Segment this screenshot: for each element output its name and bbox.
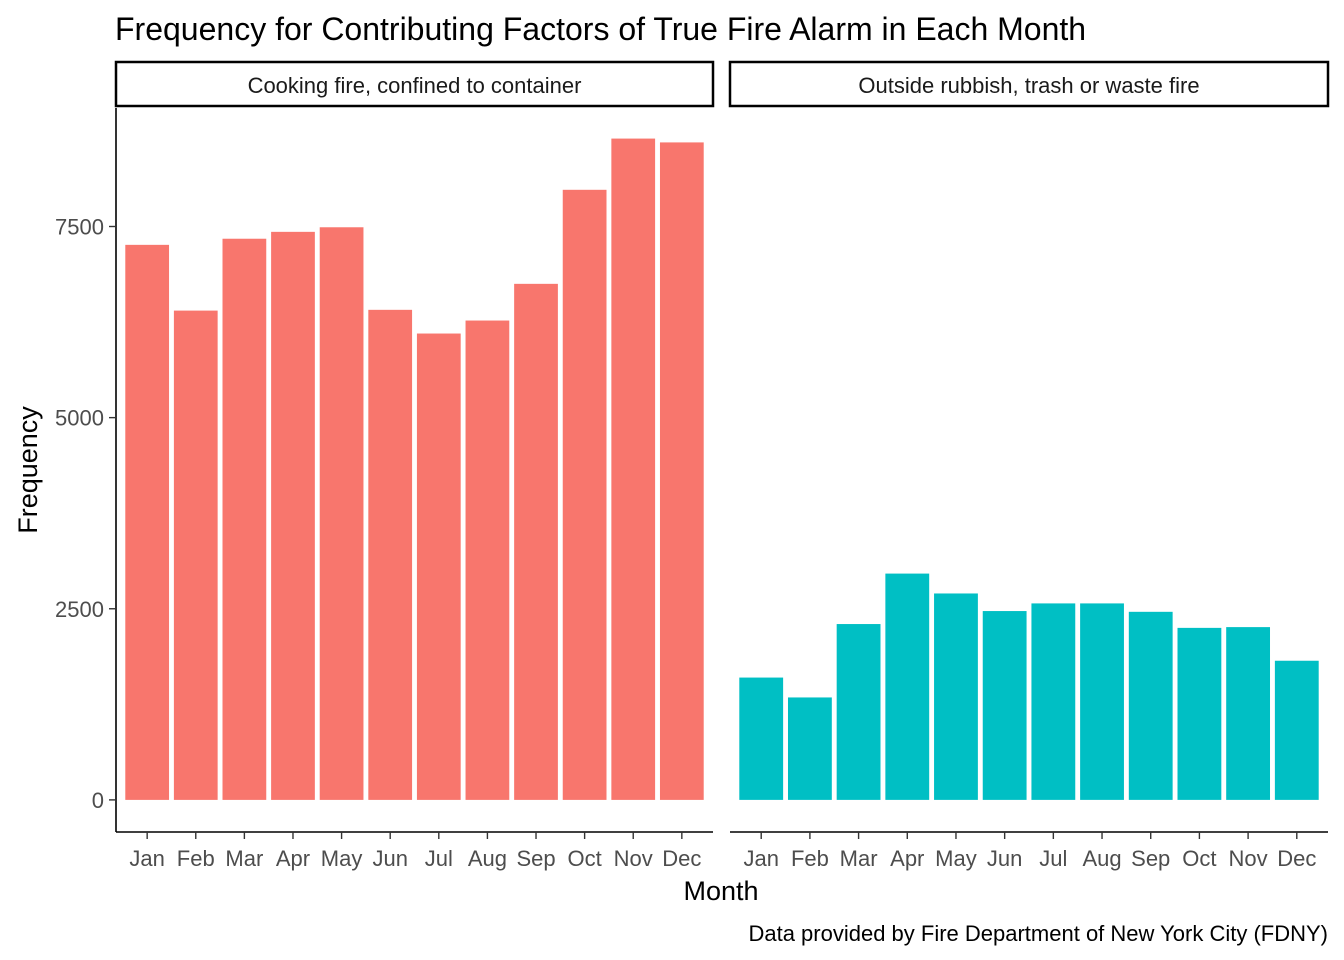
facet-strip [114,60,715,108]
bar-apr [271,231,315,800]
y-tick-label: 7500 [55,215,104,240]
chart-title: Frequency for Contributing Factors of Tr… [115,11,1086,47]
bar-sep [514,283,558,800]
x-tick-label: Sep [1131,846,1170,871]
bar-sep [1128,611,1173,800]
x-tick-label: Apr [890,846,924,871]
facet-panel-2: Outside rubbish, trash or waste fire Jan F… [728,60,1330,871]
chart-caption: Data provided by Fire Department of New … [748,921,1328,946]
x-tick-label: Feb [177,846,215,871]
x-tick-label: Aug [1082,846,1121,871]
bar-oct [1177,627,1222,800]
bar-may [934,593,978,800]
x-tick-label: Jan [129,846,164,871]
bar-oct [562,189,607,800]
x-tick-label: Dec [662,846,701,871]
facet-strip [728,60,1330,108]
bar-jul [416,333,461,800]
bar-jan [739,677,784,800]
x-axis-title: Month [683,876,758,906]
bar-apr [885,573,930,800]
x-tick-label: Oct [1182,846,1216,871]
bar-feb [173,310,218,800]
x-tick-label: Jun [372,846,407,871]
bar-aug [465,320,510,800]
x-tick-label: Mar [840,846,878,871]
x-tick-label: Feb [791,846,829,871]
bar-mar [222,238,267,800]
x-tick-label: Jul [1039,846,1067,871]
bar-aug [1080,603,1124,800]
y-axis-title: Frequency [13,406,43,534]
bar-jun [368,309,413,800]
bar-dec [1274,660,1319,800]
x-tick-label: Dec [1277,846,1316,871]
x-tick-label: Aug [468,846,507,871]
bar-dec [659,142,704,800]
bar-nov [1226,627,1271,800]
x-tick-label: Sep [516,846,555,871]
x-tick-label: May [935,846,977,871]
facet-panel-1: Cooking fire, confined to container Jan Fe… [55,60,715,871]
facet-panels: Cooking fire, confined to container Jan Fe… [55,60,1330,871]
x-tick-label: Apr [276,846,310,871]
bar-jan [125,244,170,800]
x-tick-label: May [321,846,363,871]
x-tick-label: Nov [614,846,653,871]
bar-nov [611,138,656,800]
facet-strip-label: Cooking fire, confined to container [248,73,582,98]
bar-jun [982,611,1027,800]
x-tick-label: Nov [1229,846,1268,871]
bar-feb [787,697,832,800]
y-tick-label: 0 [92,788,104,813]
bar-may [319,227,364,800]
bar-mar [836,624,881,800]
y-tick-label: 5000 [55,406,104,431]
facet-strip-label: Outside rubbish, trash or waste fire [858,73,1199,98]
x-tick-label: Mar [225,846,263,871]
y-tick-label: 2500 [55,597,104,622]
x-tick-label: Jun [987,846,1022,871]
bar-jul [1031,603,1076,800]
x-tick-label: Oct [568,846,602,871]
x-tick-label: Jul [425,846,453,871]
x-tick-label: Jan [743,846,778,871]
